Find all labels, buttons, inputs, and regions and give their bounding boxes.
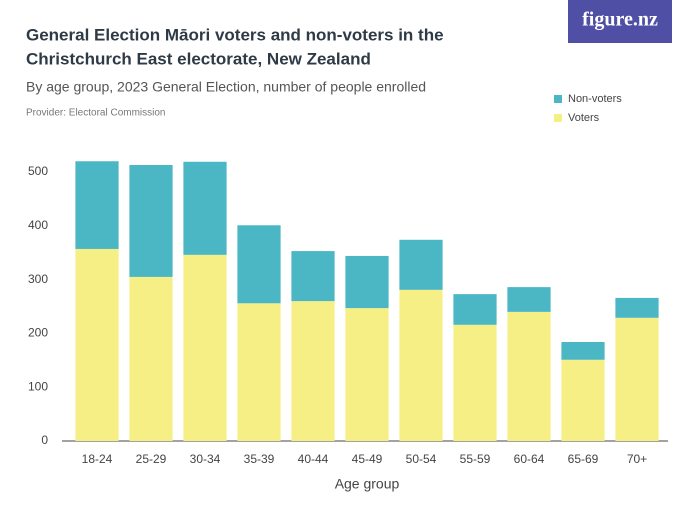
bar-segment <box>507 311 551 441</box>
bar-segment <box>75 161 119 249</box>
bar-segment <box>183 161 227 255</box>
bar-segment <box>399 289 443 441</box>
logo: figure.nz <box>582 9 658 31</box>
legend-swatch <box>554 95 562 103</box>
bar-segment <box>237 303 281 441</box>
x-tick-label: 45-49 <box>352 452 383 466</box>
legend-label: Non-voters <box>568 93 622 105</box>
bar-segment <box>129 165 173 277</box>
y-tick-label: 400 <box>28 218 48 232</box>
logo-box <box>568 0 672 43</box>
y-tick-label: 500 <box>28 164 48 178</box>
x-tick-label: 30-34 <box>190 452 221 466</box>
bar-segment <box>75 248 119 441</box>
bar-segment <box>615 317 659 441</box>
x-tick-label: 50-54 <box>406 452 437 466</box>
x-tick-label: 70+ <box>627 452 647 466</box>
bar-segment <box>129 276 173 441</box>
bar-segment <box>399 239 443 290</box>
bar-segment <box>561 342 605 360</box>
bar-segment <box>291 301 335 441</box>
bar-segment <box>345 308 389 441</box>
bar-segment <box>345 255 389 309</box>
x-tick-label: 18-24 <box>82 452 113 466</box>
chart-subtitle: By age group, 2023 General Election, num… <box>26 79 426 95</box>
x-tick-label: 40-44 <box>298 452 329 466</box>
x-tick-label: 60-64 <box>514 452 545 466</box>
x-tick-label: 55-59 <box>460 452 491 466</box>
y-tick-label: 100 <box>28 379 48 393</box>
y-tick-label: 300 <box>28 272 48 286</box>
y-tick-label: 0 <box>41 433 48 447</box>
chart-title: General Election Māori voters and non-vo… <box>26 25 444 44</box>
x-axis-title: Age group <box>335 476 400 492</box>
bar-segment <box>615 297 659 318</box>
x-tick-label: 35-39 <box>244 452 275 466</box>
x-tick-label: 25-29 <box>136 452 167 466</box>
legend-swatch <box>554 114 562 122</box>
bar-segment <box>183 254 227 441</box>
y-tick-label: 200 <box>28 326 48 340</box>
legend-label: Voters <box>568 112 600 124</box>
bar-segment <box>453 324 497 441</box>
bar-segment <box>507 287 551 312</box>
chart-title: Christchurch East electorate, New Zealan… <box>26 49 371 68</box>
bar-segment <box>561 359 605 441</box>
bar-segment <box>291 251 335 302</box>
bar-segment <box>237 225 281 304</box>
x-tick-label: 65-69 <box>568 452 599 466</box>
provider: Provider: Electoral Commission <box>26 108 166 119</box>
bar-segment <box>453 294 497 325</box>
